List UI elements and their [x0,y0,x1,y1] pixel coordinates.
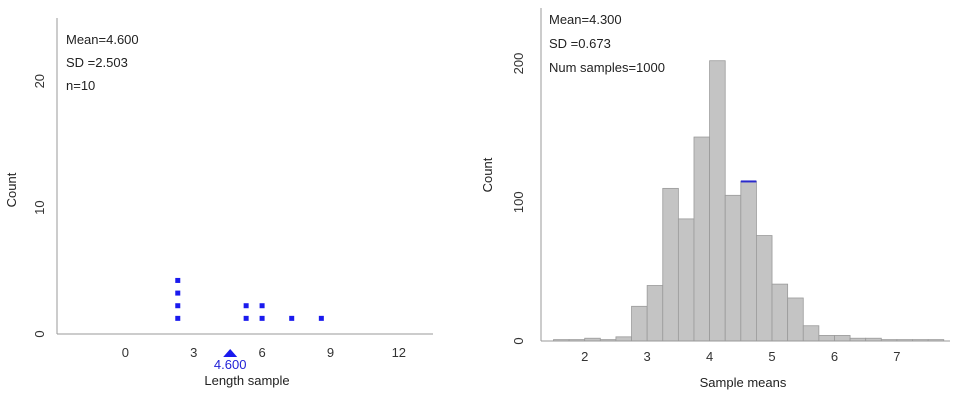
sample-dot [318,315,324,321]
histogram-bar [615,336,632,342]
histogram-stat-line: SD =0.673 [549,36,611,51]
sample-dot [243,315,249,321]
histogram-bar [677,218,695,342]
dot-plot-chart: 0 10 20 0 3 6 9 12 Mean=4.600 SD =2.503 n=10 4.6… [4,18,433,388]
dot-plot-y-tick-label: 0 [32,330,47,337]
sample-dot [259,303,265,309]
dot-plot-x-ticks: 0 3 6 9 12 [122,345,406,360]
histogram-bar [818,335,835,342]
sample-dot [175,315,181,321]
dot-plot-x-tick-label: 3 [190,345,197,360]
dot-plot-stats: Mean=4.600 SD =2.503 n=10 [66,32,139,93]
histogram-x-ticks: 2 3 4 5 6 7 [581,349,900,364]
histogram-bar [709,60,726,342]
histogram-y-tick-label: 100 [511,191,526,213]
histogram-y-tick-label: 200 [511,53,526,75]
dot-plot-x-tick-label: 12 [392,345,406,360]
sample-dot [243,303,249,309]
histogram-bar [771,283,789,342]
histogram-x-axis-title: Sample means [700,375,787,390]
histogram-x-tick-label: 2 [581,349,588,364]
dot-plot-x-tick-label: 9 [327,345,334,360]
histogram-stat-line: Mean=4.300 [549,12,622,27]
dot-plot-stat-line: Mean=4.600 [66,32,139,47]
dot-plot-x-tick-label: 0 [122,345,129,360]
dot-plot-y-tick-label: 10 [32,200,47,214]
histogram-bar [631,305,648,342]
dot-plot-stat-line: n=10 [66,78,95,93]
histogram-x-tick-label: 5 [768,349,775,364]
histogram-bar [740,181,757,342]
histogram-bar [802,325,820,342]
sample-dot [259,315,265,321]
histogram-x-tick-label: 3 [644,349,651,364]
histogram-bar [787,297,804,342]
histogram-bar [693,136,710,342]
histogram-bar [646,285,664,342]
mean-marker-label: 4.600 [214,357,247,372]
histogram-x-tick-label: 4 [706,349,713,364]
histogram-bars [553,60,945,342]
histogram-y-tick-label: 0 [511,337,526,344]
dot-plot-x-axis-title: Length sample [204,373,289,388]
histogram-chart: 0 100 200 2 3 4 5 6 7 Mean=4.300 SD =0.673 Num sa… [480,8,950,390]
histogram-y-axis-title: Count [480,157,495,192]
sample-dot [175,290,181,296]
histogram-x-tick-label: 6 [831,349,838,364]
dot-plot-y-axis-title: Count [4,172,19,207]
histogram-bar [834,335,851,342]
sample-dot [175,303,181,309]
histogram-x-tick-label: 7 [893,349,900,364]
dot-plot-y-ticks: 0 10 20 [32,74,47,338]
histogram-bar [756,235,773,342]
histogram-stats: Mean=4.300 SD =0.673 Num samples=1000 [549,12,665,75]
dot-plot-x-tick-label: 6 [258,345,265,360]
histogram-y-ticks: 0 100 200 [511,53,526,345]
histogram-bar [662,187,679,342]
sample-dot [175,277,181,283]
sample-dot [289,315,295,321]
dot-plot-stat-line: SD =2.503 [66,55,128,70]
dot-plot-dots [175,277,324,321]
histogram-stat-line: Num samples=1000 [549,60,665,75]
mean-marker-icon [223,349,238,357]
dot-plot-y-tick-label: 20 [32,74,47,88]
histogram-bar [724,194,742,342]
